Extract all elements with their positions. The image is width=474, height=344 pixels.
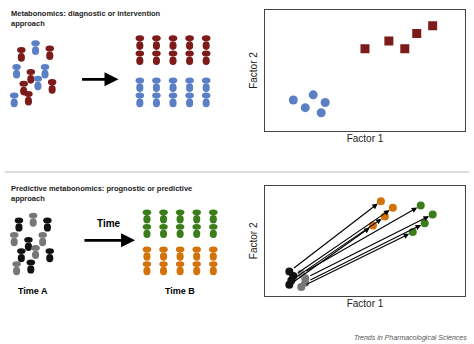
svg-text:Factor 1: Factor 1 [347,133,384,144]
svg-text:Metabonomics: diagnostic or in: Metabonomics: diagnostic or intervention… [11,9,161,28]
svg-text:Time A: Time A [18,286,48,296]
svg-text:Time B: Time B [165,286,195,296]
svg-text:Factor 1: Factor 1 [347,298,384,309]
svg-text:Trends in Pharmacological Scie: Trends in Pharmacological Sciences [354,334,467,342]
svg-text:Factor 2: Factor 2 [248,52,259,89]
svg-text:Predictive metabonomics: progn: Predictive metabonomics: prognostic or p… [11,184,192,203]
svg-text:Time: Time [97,218,121,229]
svg-text:Factor 2: Factor 2 [248,222,259,259]
